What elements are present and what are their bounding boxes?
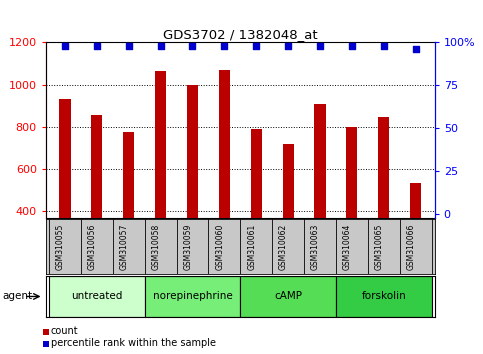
Point xyxy=(348,43,355,49)
Text: GSM310065: GSM310065 xyxy=(375,224,384,270)
Text: GSM310058: GSM310058 xyxy=(152,224,161,270)
Bar xyxy=(378,117,389,218)
Bar xyxy=(219,70,230,218)
Text: count: count xyxy=(51,326,78,336)
Bar xyxy=(43,341,49,347)
Text: GSM310060: GSM310060 xyxy=(215,224,225,270)
Bar xyxy=(251,129,262,218)
Bar xyxy=(346,127,357,218)
Bar xyxy=(49,276,145,317)
Point xyxy=(412,46,419,52)
Title: GDS3702 / 1382048_at: GDS3702 / 1382048_at xyxy=(163,28,318,41)
Text: untreated: untreated xyxy=(71,291,123,302)
Point xyxy=(93,43,101,49)
Bar xyxy=(314,104,326,218)
Text: GSM310055: GSM310055 xyxy=(56,224,65,270)
Point xyxy=(125,43,133,49)
Point xyxy=(157,43,165,49)
Point xyxy=(61,43,69,49)
Point xyxy=(316,43,324,49)
Text: GSM310056: GSM310056 xyxy=(88,224,97,270)
Text: GSM310057: GSM310057 xyxy=(120,224,129,270)
Text: GSM310059: GSM310059 xyxy=(184,224,193,270)
Text: GSM310062: GSM310062 xyxy=(279,224,288,270)
Text: percentile rank within the sample: percentile rank within the sample xyxy=(51,338,216,348)
Text: norepinephrine: norepinephrine xyxy=(153,291,232,302)
Bar xyxy=(410,183,421,218)
Bar xyxy=(91,115,102,218)
Bar xyxy=(336,276,431,317)
Bar xyxy=(59,99,71,218)
Text: GSM310061: GSM310061 xyxy=(247,224,256,270)
Text: forskolin: forskolin xyxy=(361,291,406,302)
Bar xyxy=(123,132,134,218)
Point xyxy=(380,43,387,49)
Bar xyxy=(241,276,336,317)
Point xyxy=(221,43,228,49)
Point xyxy=(189,43,197,49)
Text: GSM310063: GSM310063 xyxy=(311,224,320,270)
Bar xyxy=(43,329,49,335)
Text: cAMP: cAMP xyxy=(274,291,302,302)
Bar xyxy=(187,85,198,218)
Text: GSM310066: GSM310066 xyxy=(407,224,415,270)
Point xyxy=(252,43,260,49)
Bar xyxy=(145,276,241,317)
Bar xyxy=(283,144,294,218)
Bar xyxy=(155,71,166,218)
Point xyxy=(284,43,292,49)
Text: GSM310064: GSM310064 xyxy=(343,224,352,270)
Text: agent: agent xyxy=(2,291,32,302)
